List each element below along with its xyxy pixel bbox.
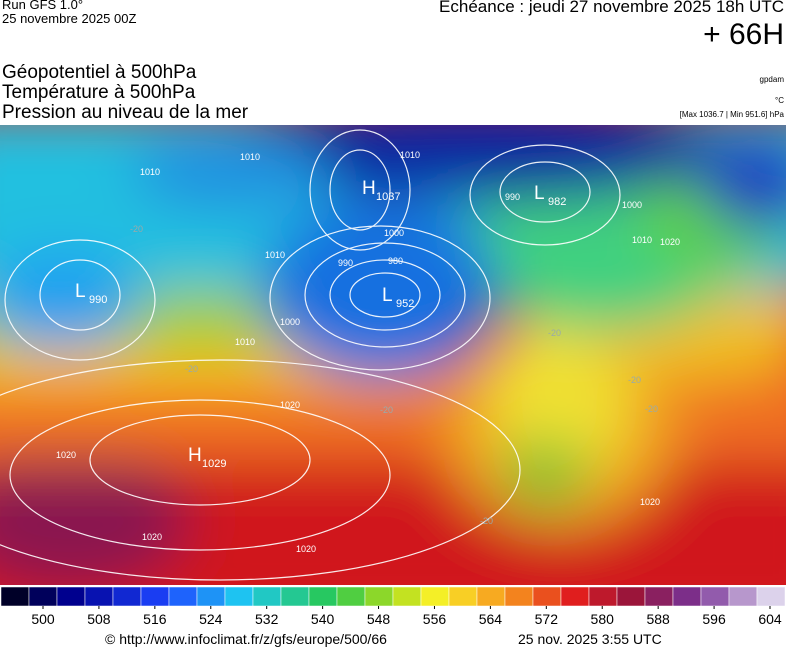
colorbar-tick-label: 500: [31, 611, 55, 627]
colorbar-swatch: [588, 586, 618, 607]
temperature-label: -20: [185, 364, 198, 374]
isobar-label: 1020: [56, 450, 76, 460]
colorbar-swatch: [196, 586, 226, 607]
lead-time: + 66H: [703, 18, 784, 51]
colorbar-tick-label: 588: [646, 611, 670, 627]
temperature-label: -20: [480, 516, 493, 526]
colorbar-swatch: [644, 586, 674, 607]
center-value: 982: [548, 196, 566, 208]
isobar-label: 1010: [240, 152, 260, 162]
center-letter: L: [382, 285, 393, 306]
colorbar-tick-label: 580: [591, 611, 615, 627]
temperature-label: -20: [380, 405, 393, 415]
field: [0, 125, 786, 585]
isobar-label: 1020: [640, 497, 660, 507]
colorbar-swatch: [672, 586, 702, 607]
colorbar-swatch: [476, 586, 506, 607]
isobar-label: 1020: [660, 237, 680, 247]
run-date: 25 novembre 2025 00Z: [2, 11, 137, 26]
colorbar-swatch: [308, 586, 338, 607]
source-url: © http://www.infoclimat.fr/z/gfs/europe/…: [105, 631, 387, 647]
colorbar-swatch: [756, 586, 786, 607]
run: Run GFS 1.0°: [2, 0, 84, 12]
center-value: 952: [396, 298, 414, 310]
center-value: 990: [89, 294, 107, 306]
layer: Géopotentiel à 500hPa: [2, 62, 197, 83]
colorbar-swatch: [168, 586, 198, 607]
colorbar-swatch: [280, 586, 310, 607]
layer: Pression au niveau de la mer: [2, 102, 249, 123]
footer-date: 25 nov. 2025 3:55 UTC: [518, 631, 662, 647]
center-letter: L: [75, 281, 86, 302]
isobar-label: 1020: [296, 544, 316, 554]
colorbar-tick-label: 604: [758, 611, 782, 627]
temperature-label: -20: [130, 224, 143, 234]
colorbar-swatch: [224, 586, 254, 607]
isobar-label: 1010: [400, 150, 420, 160]
isobar-label: 1000: [280, 317, 300, 327]
colorbar-tick-label: 532: [255, 611, 279, 627]
colorbar-swatch: [112, 586, 142, 607]
colorbar-swatch: [140, 586, 170, 607]
isobar-label: 1020: [280, 400, 300, 410]
unit: gpdam: [759, 75, 784, 84]
colorbar-tick-label: 556: [423, 611, 447, 627]
colorbar-swatch: [364, 586, 394, 607]
colorbar-tick-label: 596: [702, 611, 726, 627]
colorbar-swatch: [0, 586, 30, 607]
colorbar-swatch: [504, 586, 534, 607]
colorbar-swatch: [28, 586, 58, 607]
unit: °C: [775, 96, 784, 105]
isobar-label: 1010: [235, 337, 255, 347]
center-value: 1037: [376, 191, 400, 203]
isobar-label: 1010: [632, 235, 652, 245]
isobar-label: 1000: [622, 200, 642, 210]
isobar-label: 1010: [265, 250, 285, 260]
layer: Température à 500hPa: [2, 82, 196, 103]
colorbar-tick-label: 508: [87, 611, 111, 627]
colorbar-swatch: [560, 586, 590, 607]
temperature-label: -20: [628, 375, 641, 385]
colorbar-swatch: [84, 586, 114, 607]
colorbar-tick-label: 572: [535, 611, 559, 627]
colorbar-tick-label: 548: [367, 611, 391, 627]
colorbar-swatch: [532, 586, 562, 607]
valid-time: Echéance : jeudi 27 novembre 2025 18h UT…: [439, 0, 784, 16]
isobar-label: 1010: [140, 167, 160, 177]
colorbar-swatch: [56, 586, 86, 607]
center-letter: H: [362, 178, 376, 199]
temperature-label: -20: [645, 404, 658, 414]
temperature-label: -20: [548, 328, 561, 338]
unit: [Max 1036.7 | Min 951.6] hPa: [679, 110, 784, 119]
colorbar-swatch: [700, 586, 730, 607]
isobar-label: 1020: [142, 532, 162, 542]
isobar-label: 990: [505, 192, 520, 202]
isobar-label: 1000: [384, 228, 404, 238]
center-letter: L: [534, 183, 545, 204]
colorbar-swatch: [336, 586, 366, 607]
colorbar-swatch: [252, 586, 282, 607]
colorbar-swatch: [728, 586, 758, 607]
colorbar-swatch: [616, 586, 646, 607]
colorbar-swatch: [448, 586, 478, 607]
center-letter: H: [188, 445, 202, 466]
center-value: 1029: [202, 458, 226, 470]
colorbar-tick-label: 540: [311, 611, 335, 627]
colorbar-swatch: [420, 586, 450, 607]
colorbar-tick-label: 524: [199, 611, 223, 627]
colorbar-swatch: [392, 586, 422, 607]
isobar-label: 980: [388, 256, 403, 266]
isobar-label: 990: [338, 258, 353, 268]
colorbar-tick-label: 564: [479, 611, 503, 627]
colorbar-tick-label: 516: [143, 611, 167, 627]
